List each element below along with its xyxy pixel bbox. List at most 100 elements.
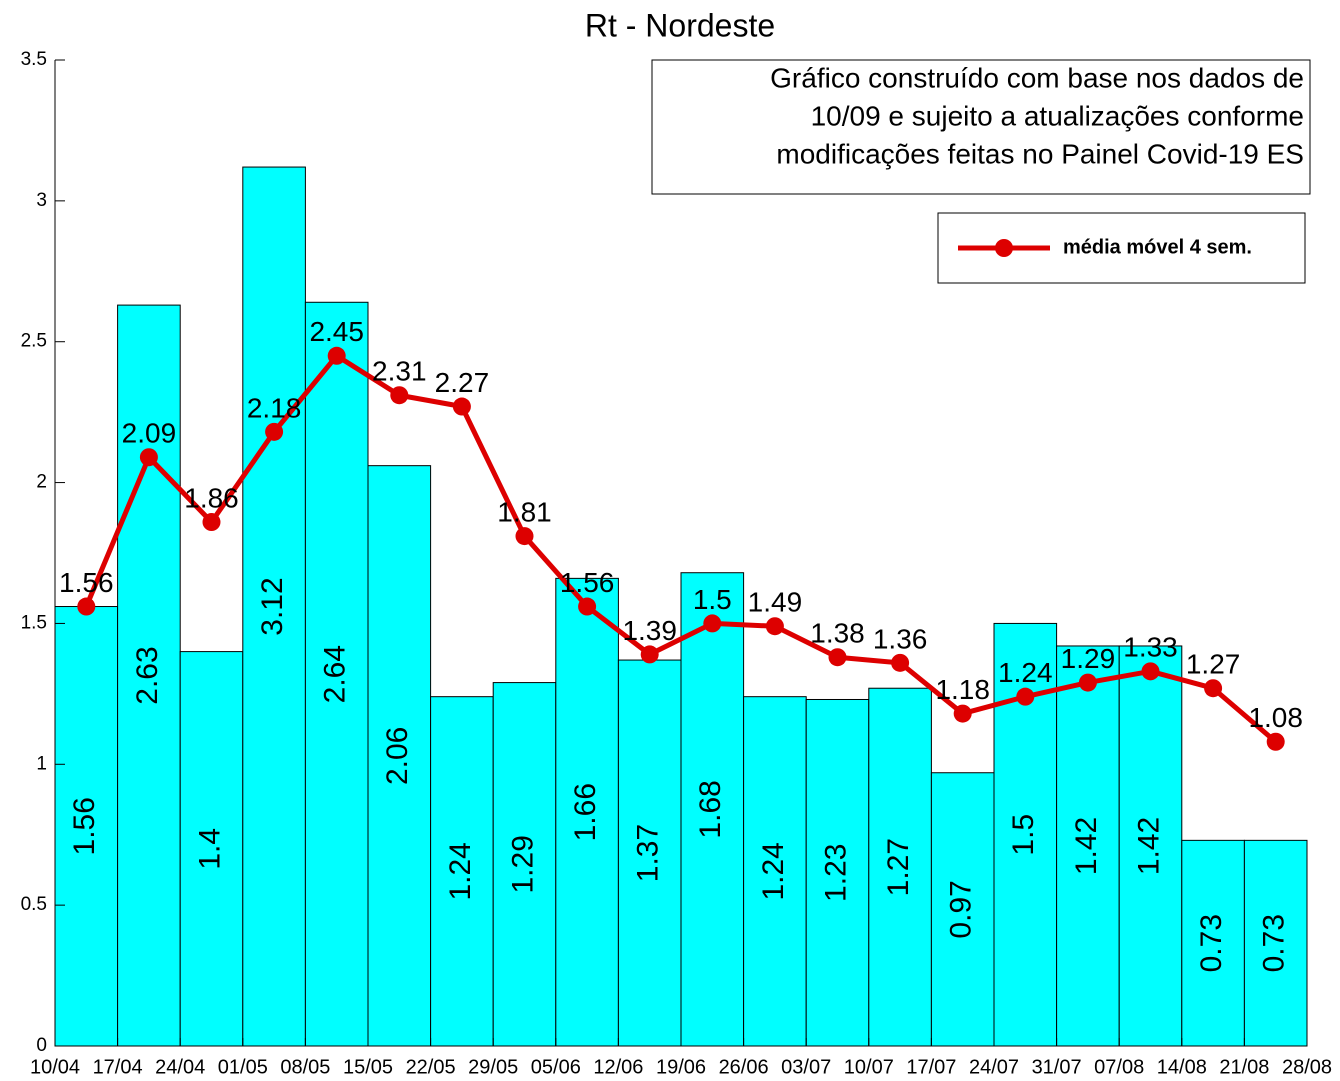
line-marker	[452, 397, 471, 416]
y-tick-label: 1.5	[21, 612, 47, 633]
bar	[930, 772, 995, 1047]
point-label: 1.56	[560, 567, 615, 598]
line-marker	[1204, 679, 1223, 698]
annotation-text: modificações feitas no Painel Covid-19 E…	[776, 138, 1304, 169]
point-label: 1.39	[622, 615, 677, 646]
x-tick-label: 28/08	[1282, 1056, 1332, 1078]
x-tick-label: 12/06	[593, 1056, 643, 1078]
x-tick-label: 08/05	[280, 1056, 330, 1078]
legend-marker	[995, 239, 1013, 257]
point-label: 1.5	[693, 584, 732, 615]
x-tick-label: 01/05	[218, 1056, 268, 1078]
bar-label: 1.42	[1070, 817, 1103, 875]
x-tick-label: 17/07	[906, 1056, 956, 1078]
bar-label: 0.97	[945, 880, 978, 938]
point-label: 1.27	[1186, 649, 1241, 680]
line-marker	[1266, 732, 1285, 751]
bar	[1243, 839, 1308, 1047]
bar	[1118, 645, 1183, 1047]
line-marker	[265, 422, 284, 441]
x-tick-label: 07/08	[1094, 1056, 1144, 1078]
x-tick-label: 03/07	[781, 1056, 831, 1078]
x-tick-label: 26/06	[719, 1056, 769, 1078]
line-marker	[953, 704, 972, 723]
line-marker	[1078, 673, 1097, 692]
bar	[242, 166, 306, 1047]
line-marker	[515, 527, 534, 546]
line-marker	[891, 653, 910, 672]
bar	[1181, 839, 1245, 1047]
point-label: 1.29	[1061, 643, 1116, 674]
line-marker	[1141, 662, 1160, 681]
bar-label: 1.23	[819, 844, 852, 902]
point-label: 1.18	[935, 674, 990, 705]
x-tick-label: 05/06	[531, 1056, 581, 1078]
annotation-box	[651, 59, 1311, 195]
y-tick-label: 1	[36, 753, 47, 774]
bar-label: 1.4	[193, 828, 226, 870]
bar-label: 1.56	[68, 797, 101, 855]
x-tick-label: 24/07	[969, 1056, 1019, 1078]
bar-label: 1.24	[757, 842, 790, 900]
bar-label: 1.66	[569, 783, 602, 841]
bar-label: 1.24	[444, 842, 477, 900]
x-tick-label: 21/08	[1219, 1056, 1269, 1078]
y-tick-label: 2.5	[21, 331, 47, 352]
x-tick-label: 15/05	[343, 1056, 393, 1078]
point-label: 1.36	[873, 623, 928, 654]
bar-label: 1.42	[1132, 817, 1165, 875]
line-marker	[640, 645, 659, 664]
point-label: 2.31	[372, 356, 427, 387]
line	[83, 353, 1278, 744]
y-tick-label: 3.5	[21, 49, 47, 70]
x-tick-label: 29/05	[468, 1056, 518, 1078]
point-label: 1.56	[59, 567, 114, 598]
bar	[805, 698, 870, 1047]
point-label: 1.33	[1123, 632, 1178, 663]
bar	[617, 659, 682, 1047]
x-tick-label: 17/04	[93, 1056, 143, 1078]
bar-label: 1.29	[506, 835, 539, 893]
bar-label: 2.06	[381, 727, 414, 785]
line-marker	[327, 346, 346, 365]
line-marker	[828, 648, 847, 667]
line-marker	[578, 597, 597, 616]
bar-label: 2.63	[131, 646, 164, 704]
line-marker	[202, 513, 221, 532]
bar-label: 1.5	[1007, 814, 1040, 856]
bar-label: 0.73	[1258, 914, 1291, 972]
point-label: 2.18	[247, 392, 302, 423]
x-tick-label: 31/07	[1032, 1056, 1082, 1078]
point-label: 2.09	[122, 418, 177, 449]
x-tick-label: 10/07	[844, 1056, 894, 1078]
bar	[367, 465, 432, 1047]
point-label: 1.38	[810, 618, 865, 649]
bar	[179, 651, 244, 1047]
bar	[868, 687, 932, 1047]
line-marker	[139, 448, 158, 467]
bar	[117, 304, 181, 1047]
bar	[492, 682, 557, 1047]
x-tick-label: 10/04	[30, 1056, 80, 1078]
y-tick-label: 0.5	[21, 894, 47, 915]
y-tick-label: 2	[36, 472, 47, 493]
point-label: 1.81	[497, 496, 552, 527]
x-tick-label: 24/04	[155, 1056, 205, 1078]
bar-label: 2.64	[319, 645, 352, 703]
bar-label: 0.73	[1195, 914, 1228, 972]
bar-label: 3.12	[256, 577, 289, 635]
x-tick-label: 22/05	[406, 1056, 456, 1078]
bar-label: 1.37	[632, 824, 665, 882]
legend-label: média móvel 4 sem.	[1063, 236, 1252, 258]
y-tick-label: 3	[36, 190, 47, 211]
y-tick-label: 0	[36, 1035, 47, 1056]
line-marker	[703, 614, 722, 633]
bar	[1056, 645, 1120, 1047]
annotation-text: 10/09 e sujeito a atualizações conforme	[811, 100, 1304, 131]
line-marker	[765, 617, 784, 636]
bar	[304, 301, 369, 1047]
line-marker	[390, 386, 409, 405]
line-marker	[1016, 687, 1035, 706]
x-tick-label: 19/06	[656, 1056, 706, 1078]
